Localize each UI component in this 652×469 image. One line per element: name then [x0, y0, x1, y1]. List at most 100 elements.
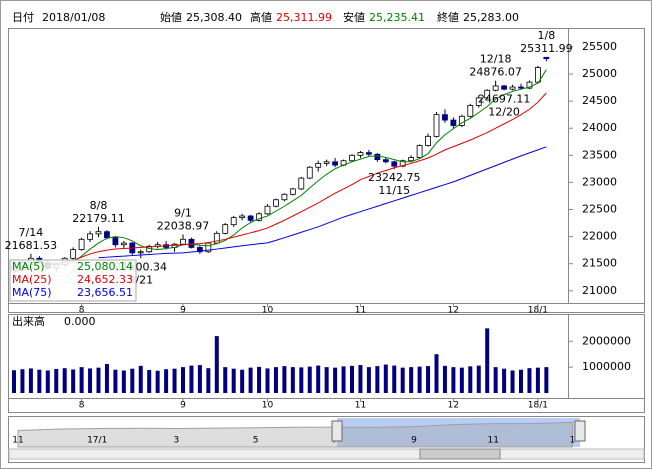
candle-body — [247, 215, 254, 221]
candle-body — [475, 97, 482, 106]
candle-body — [230, 217, 237, 226]
candle-body — [70, 249, 77, 259]
header: 日付 2018/01/08 — [12, 11, 105, 24]
candle-body — [408, 157, 415, 162]
volume-bar — [544, 367, 549, 393]
annotation-date: 8/8 — [90, 199, 108, 212]
candle-body — [289, 188, 296, 195]
volume-bar — [333, 367, 338, 393]
candle-body — [213, 232, 220, 244]
volume-bar — [502, 368, 507, 393]
volume-bar — [299, 367, 304, 393]
annotation-value: 24697.11 — [478, 92, 531, 105]
volume-bar — [181, 367, 185, 393]
date: 2018/01/08 — [42, 11, 105, 24]
volume-bar — [451, 367, 456, 393]
candle-body — [399, 160, 406, 167]
volume-bar — [164, 369, 169, 393]
annotation-date: 12/20 — [488, 105, 520, 118]
volume-bar — [197, 365, 202, 393]
x-tick-label: 18/1 — [528, 306, 548, 316]
volume-bar — [527, 368, 532, 393]
ma-line — [98, 146, 547, 259]
candle-body — [501, 85, 508, 90]
legend-name: MA(5) — [12, 260, 45, 273]
volume-bar — [54, 368, 59, 393]
volume-bar — [468, 366, 473, 393]
ma-line — [13, 92, 547, 273]
volume-bar — [12, 370, 16, 393]
x-tick-label: 11 — [355, 306, 366, 316]
volume-bar — [510, 370, 515, 393]
y-tick-label: 24000 — [582, 121, 617, 134]
candle-body — [188, 238, 195, 248]
navigator-label: 9 — [411, 436, 417, 446]
candle-body — [273, 199, 279, 207]
candle-body — [205, 242, 212, 253]
volume-bar — [147, 369, 152, 393]
y-tick-label: 21500 — [582, 257, 617, 270]
candle-body — [112, 237, 119, 246]
volume-bar — [273, 367, 278, 393]
navigator-label: 17/1 — [87, 436, 107, 446]
navigator-handle[interactable] — [331, 420, 343, 442]
candle-body — [442, 114, 448, 121]
volume-bar — [172, 368, 177, 393]
candle-body — [180, 238, 186, 245]
annotation-date: 7/14 — [19, 226, 44, 239]
candle-body — [256, 213, 262, 221]
navigator-area — [17, 421, 573, 448]
annotation-date: 1/8 — [537, 29, 555, 42]
y-tick-label: 25000 — [582, 67, 617, 80]
x-tick-label: 10 — [262, 306, 274, 316]
candle-body — [104, 231, 110, 239]
volume-bar — [383, 364, 388, 393]
candle-body — [365, 152, 372, 155]
volume-bar — [282, 366, 287, 393]
x-tick-label: 9 — [180, 306, 186, 316]
volume-bar — [426, 366, 431, 393]
legend-value: 24,652.33 — [77, 273, 133, 286]
volume-bar — [20, 369, 25, 393]
scrollbar-thumb[interactable] — [419, 448, 501, 460]
candle-body — [382, 159, 389, 163]
volume-bar — [358, 365, 363, 393]
candle-body — [374, 153, 381, 161]
navigator-handle[interactable] — [574, 420, 586, 442]
ma-line — [13, 69, 547, 270]
candle-body — [137, 251, 144, 254]
volume-bar — [485, 328, 490, 393]
candle-body — [467, 105, 474, 117]
candle-body — [416, 145, 423, 158]
candle-body — [315, 163, 322, 168]
y-tick-label: 25500 — [582, 40, 617, 53]
volume-bar — [155, 370, 160, 393]
candle-body — [349, 154, 355, 162]
date-label: 日付 — [12, 11, 34, 24]
candle-body — [87, 233, 93, 240]
x-tick-label: 11 — [355, 401, 366, 411]
volume-bar — [121, 370, 126, 393]
candle-body — [264, 205, 271, 215]
field-name: 終値 — [437, 10, 459, 24]
field-value: 25,235.41 — [369, 11, 425, 24]
annotation-value: 21681.53 — [5, 239, 58, 252]
navigator-label: 3 — [174, 436, 180, 446]
volume-bar — [45, 370, 50, 393]
volume-panel — [8, 314, 645, 413]
candle-body — [298, 177, 305, 190]
annotation-date: 11/15 — [378, 184, 410, 197]
y-tick-label: 1000000 — [582, 360, 631, 373]
volume-bar — [307, 366, 312, 393]
candle-body — [543, 56, 550, 60]
volume-bar — [79, 367, 84, 393]
legend-name: MA(75) — [12, 286, 52, 299]
volume-bar — [96, 367, 101, 393]
volume-bar — [257, 366, 262, 393]
annotation-value: 22179.11 — [72, 212, 125, 225]
legend-value: 23,656.51 — [77, 286, 133, 299]
navigator-label: 11 — [487, 436, 498, 446]
field-value: 25,308.40 — [186, 11, 242, 24]
y-tick-label: 21000 — [582, 284, 617, 297]
volume-bar — [316, 365, 321, 393]
